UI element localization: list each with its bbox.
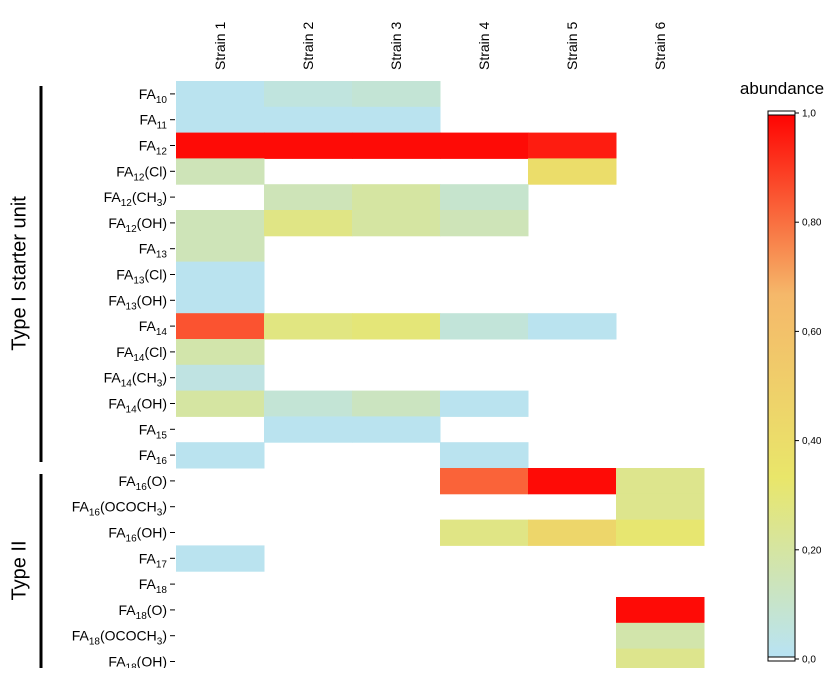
heatmap-cell bbox=[352, 313, 441, 340]
heatmap-cell bbox=[352, 416, 441, 443]
heatmap-cell bbox=[352, 210, 441, 237]
row-label: FA18 bbox=[139, 576, 168, 596]
row-label: FA16(O) bbox=[119, 473, 167, 493]
heatmap-cell bbox=[440, 468, 529, 495]
row-label: FA14 bbox=[139, 318, 168, 338]
heatmap-cell bbox=[616, 519, 705, 546]
heatmap-cell bbox=[176, 339, 265, 366]
heatmap-cell bbox=[264, 184, 353, 211]
row-label: FA14(CH3) bbox=[104, 370, 167, 390]
row-label: FA12(OH) bbox=[108, 215, 167, 235]
row-label: FA14(Cl) bbox=[116, 344, 167, 364]
colorbar-title: abundance bbox=[740, 79, 824, 98]
heatmap-cell bbox=[176, 287, 265, 314]
heatmap-cell bbox=[264, 132, 353, 159]
column-label: Strain 1 bbox=[212, 22, 228, 70]
row-label: FA12(Cl) bbox=[116, 163, 167, 183]
row-label: FA16 bbox=[139, 447, 168, 467]
column-label: Strain 6 bbox=[652, 22, 668, 70]
row-label: FA12(CH3) bbox=[104, 189, 167, 209]
heatmap-cell bbox=[528, 313, 617, 340]
colorbar-tick-label: 1,0 bbox=[802, 109, 816, 120]
row-label: FA11 bbox=[139, 112, 167, 132]
heatmap-cell bbox=[352, 81, 441, 108]
heatmap-cell bbox=[616, 468, 705, 495]
heatmap-cell bbox=[528, 132, 617, 159]
colorbar-cap bbox=[767, 110, 796, 116]
heatmap-cell bbox=[528, 519, 617, 546]
heatmap-cell bbox=[616, 597, 705, 624]
group-label-type-ii: Type II bbox=[8, 540, 31, 601]
column-label: Strain 5 bbox=[564, 22, 580, 70]
heatmap-cell bbox=[440, 184, 529, 211]
colorbar-tick-label: 0,20 bbox=[802, 545, 822, 556]
heatmap-cell bbox=[264, 313, 353, 340]
heatmap-cell bbox=[352, 390, 441, 417]
row-label: FA12 bbox=[139, 138, 168, 158]
heatmap-cell bbox=[176, 442, 265, 469]
heatmap-cell bbox=[176, 210, 265, 237]
row-label: FA16(OCOCH3) bbox=[72, 499, 167, 519]
row-label: FA18(OCOCH3) bbox=[72, 628, 167, 648]
heatmap-cell bbox=[264, 390, 353, 417]
heatmap-cell bbox=[176, 158, 265, 185]
heatmap-cells bbox=[176, 81, 705, 668]
row-label: FA14(OH) bbox=[108, 396, 167, 416]
row-label: FA17 bbox=[139, 550, 168, 570]
heatmap-cell bbox=[616, 622, 705, 650]
heatmap-cell bbox=[264, 106, 353, 134]
group-label-type-i: Type I starter unit bbox=[8, 196, 31, 351]
heatmap-cell bbox=[176, 364, 265, 392]
heatmap-cell bbox=[440, 313, 529, 340]
heatmap-cell bbox=[352, 184, 441, 211]
column-label: Strain 4 bbox=[476, 22, 492, 70]
row-label: FA18(OH) bbox=[108, 654, 167, 669]
heatmap-cell bbox=[176, 81, 265, 108]
heatmap-cell bbox=[352, 132, 441, 159]
heatmap-cell bbox=[264, 81, 353, 108]
colorbar: abundance 0,0 0,20 0,40 0,60 0,80 1,0 bbox=[740, 79, 824, 666]
heatmap-cell bbox=[440, 442, 529, 469]
heatmap-cell bbox=[176, 235, 265, 263]
row-label: FA10 bbox=[139, 86, 168, 106]
heatmap-cell bbox=[440, 210, 529, 237]
heatmap-cell bbox=[616, 493, 705, 521]
heatmap-cell bbox=[528, 158, 617, 185]
heatmap-cell bbox=[176, 545, 265, 572]
heatmap-cell bbox=[176, 390, 265, 417]
heatmap-cell bbox=[440, 390, 529, 417]
row-label: FA16(OH) bbox=[108, 525, 167, 545]
row-label: FA13(OH) bbox=[108, 292, 167, 312]
heatmap-cell bbox=[528, 468, 617, 495]
heatmap-cell bbox=[176, 313, 265, 340]
heatmap-cell bbox=[616, 648, 705, 668]
column-labels: Strain 1 Strain 2 Strain 3 Strain 4 Strain 5… bbox=[212, 22, 668, 70]
column-label: Strain 3 bbox=[388, 22, 404, 70]
row-label: FA13(Cl) bbox=[116, 267, 167, 287]
colorbar-gradient bbox=[767, 110, 796, 662]
heatmap-cell bbox=[264, 210, 353, 237]
colorbar-tick-label: 0,60 bbox=[802, 327, 822, 338]
column-label: Strain 2 bbox=[300, 22, 316, 70]
row-labels: FA10 FA11 FA12 FA12(Cl) FA12(CH3) FA12(OH) FA1… bbox=[72, 86, 175, 668]
row-label: FA18(O) bbox=[119, 602, 167, 622]
colorbar-tick-label: 0,80 bbox=[802, 218, 822, 229]
row-label: FA13 bbox=[139, 241, 168, 261]
heatmap-cell bbox=[440, 132, 529, 159]
heatmap-cell bbox=[352, 106, 441, 134]
heatmap-chart: Strain 1 Strain 2 Strain 3 Strain 4 Strain 5… bbox=[39, 22, 824, 668]
heatmap-cell bbox=[440, 519, 529, 546]
colorbar-cap bbox=[767, 656, 796, 662]
heatmap-cell bbox=[264, 416, 353, 443]
colorbar-tick-label: 0,0 bbox=[802, 655, 816, 666]
heatmap-cell bbox=[176, 106, 265, 134]
heatmap-cell bbox=[176, 261, 265, 288]
colorbar-tick-label: 0,40 bbox=[802, 436, 822, 447]
heatmap-cell bbox=[176, 132, 265, 159]
row-label: FA15 bbox=[139, 421, 168, 441]
